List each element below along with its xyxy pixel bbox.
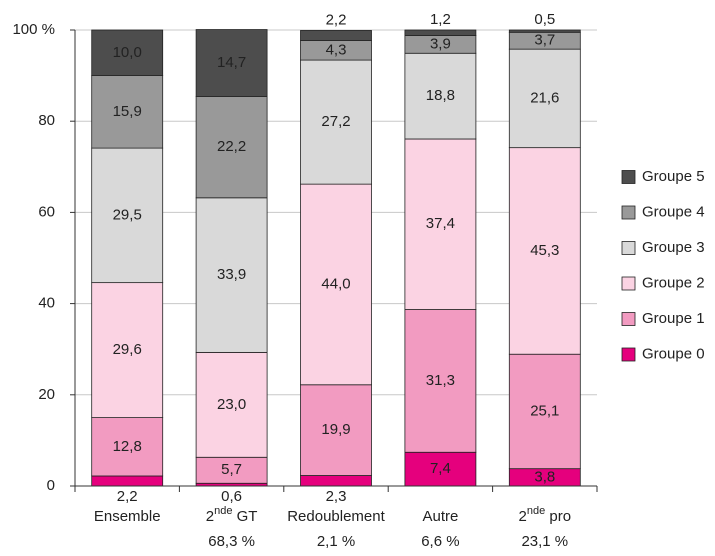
y-tick-label: 20 [38,386,55,403]
y-tick-label: 0 [47,477,55,494]
y-tick-label: 60 [38,203,55,220]
bar-segment [404,138,477,310]
category-text: 2 [519,508,527,525]
legend-swatch [621,170,636,184]
x-tick-label: Autre [422,508,458,525]
bar-segment [91,475,164,487]
bar-segment [508,147,581,355]
category-share: 2,1 % [317,533,355,550]
value-label: 21,6 [530,89,559,106]
y-tick-label: 100 % [12,21,55,38]
value-label: 10,0 [113,44,142,61]
value-label: 19,9 [321,421,350,438]
value-label: 44,0 [321,275,350,292]
category-text: Autre [422,508,458,525]
value-label: 18,8 [426,87,455,104]
x-tick-label: 2nde GT [206,505,258,525]
value-label: 15,9 [113,103,142,120]
x-tick-label: Redoublement [287,508,385,525]
legend-swatch [621,205,636,220]
bar-segment [508,29,581,33]
bar-segment [91,282,164,418]
bar-segment [195,351,268,458]
y-tick-label: 80 [38,112,55,129]
legend-swatch [621,241,636,255]
x-tick-label: Ensemble [94,508,161,525]
bar-segment [300,384,372,476]
value-label: 2,3 [326,488,347,505]
value-label: 29,5 [113,206,142,223]
bar-segment [300,30,372,41]
legend-swatch [621,276,636,291]
bar-segment [404,309,477,453]
value-label: 45,3 [530,242,559,259]
bar-segment [508,48,581,149]
value-label: 3,9 [430,35,451,52]
bar-segment [300,475,372,487]
bar-segment [300,183,372,386]
value-label: 3,7 [534,32,555,49]
legend-swatch [621,312,636,326]
bar-segment [508,353,581,470]
category-share: 23,1 % [521,533,568,550]
legend-label: Groupe 4 [642,203,705,220]
category-text: 2 [206,508,214,525]
value-label: 31,3 [426,372,455,389]
bar-segment [91,75,164,149]
legend-label: Groupe 3 [642,239,705,256]
legend-label: Groupe 5 [642,168,705,185]
category-text: Redoublement [287,508,385,525]
value-label: 0,5 [534,11,555,28]
value-label: 0,6 [221,488,242,505]
value-label: 1,2 [430,11,451,28]
value-label: 4,3 [326,41,347,58]
category-rest: pro [545,508,571,525]
x-tick-label: 2nde pro [519,505,572,525]
bar-segment [404,451,477,487]
category-share: 68,3 % [208,533,255,550]
category-share: 6,6 % [421,533,459,550]
bar-segment [195,29,268,97]
bar-segment [404,52,477,140]
value-label: 12,8 [113,438,142,455]
bar-segment [404,29,477,36]
value-label: 23,0 [217,396,246,413]
value-label: 14,7 [217,54,246,71]
bar-segment [91,29,164,76]
y-tick-label: 40 [38,295,55,312]
value-label: 37,4 [426,215,455,232]
value-label: 27,2 [321,113,350,130]
value-label: 33,9 [217,266,246,283]
bar-segment [195,456,268,484]
value-label: 22,2 [217,138,246,155]
category-sup: nde [214,505,232,517]
legend-label: Groupe 1 [642,310,705,327]
legend-label: Groupe 2 [642,274,705,291]
value-label: 29,6 [113,341,142,358]
legend-label: Groupe 0 [642,345,705,362]
value-label: 3,8 [534,468,555,485]
category-rest: GT [232,508,257,525]
bar-segment [300,59,372,185]
bar-segment [91,147,164,284]
value-label: 7,4 [430,460,451,477]
value-label: 2,2 [117,488,138,505]
value-label: 25,1 [530,402,559,419]
bar-segment [195,96,268,199]
legend-swatch [621,347,636,362]
category-text: Ensemble [94,508,161,525]
value-label: 2,2 [326,11,347,28]
category-sup: nde [527,505,545,517]
value-label: 5,7 [221,461,242,478]
bar-segment [91,417,164,477]
